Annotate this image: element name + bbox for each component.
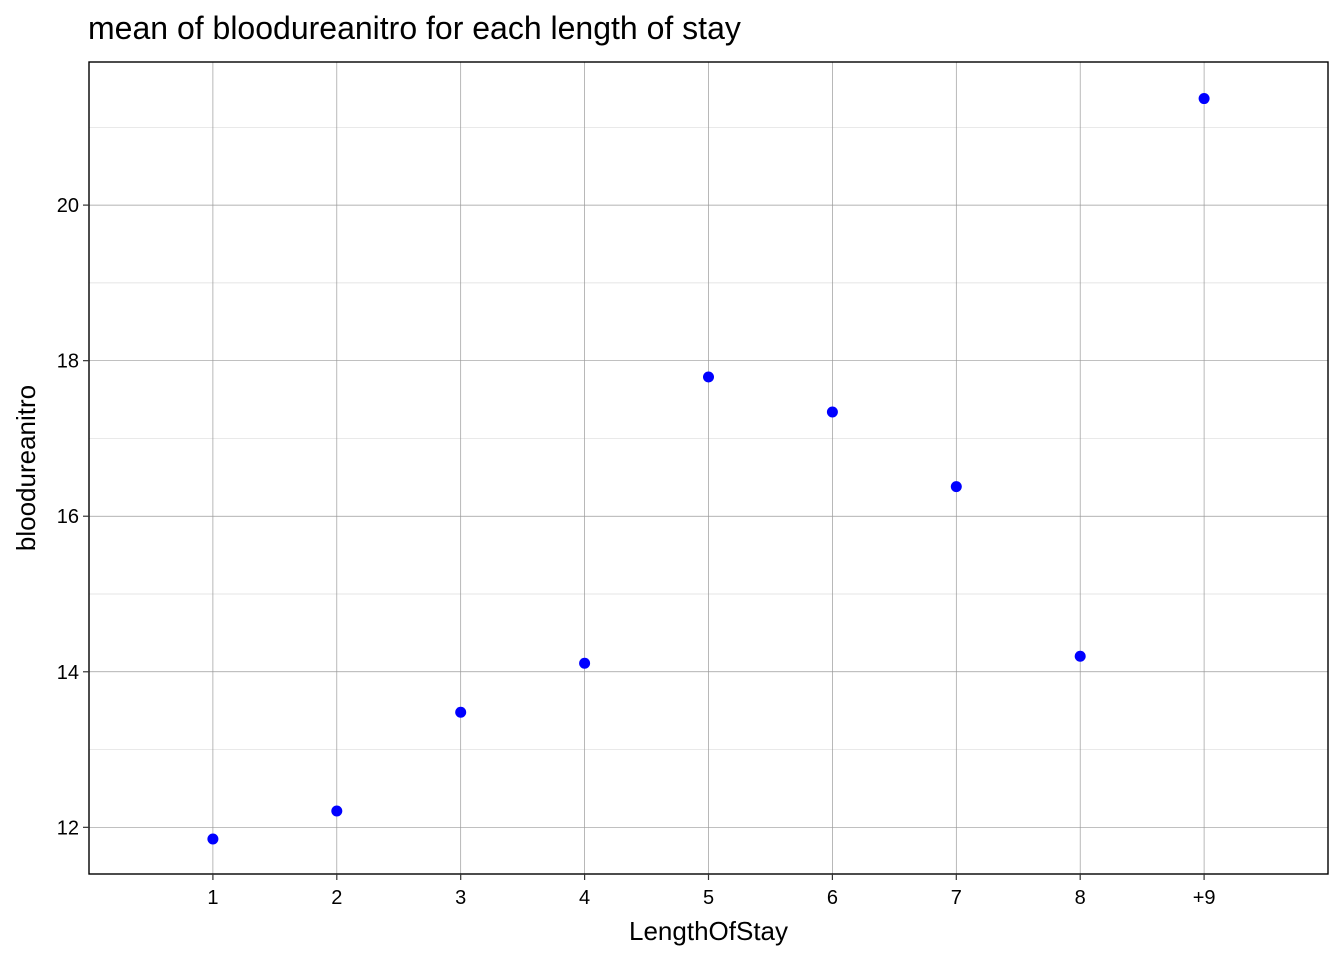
data-point (331, 805, 343, 817)
y-tick-label: 14 (57, 662, 79, 684)
x-tick-label: 3 (455, 887, 466, 909)
data-point (579, 657, 591, 669)
x-axis-label: LengthOfStay (629, 916, 788, 946)
data-point (950, 481, 962, 493)
x-tick-label: +9 (1193, 887, 1216, 909)
data-point (826, 406, 838, 418)
y-tick-label: 16 (57, 506, 79, 528)
x-tick-label: 8 (1075, 887, 1086, 909)
data-point (207, 833, 219, 845)
x-tick-label: 1 (207, 887, 218, 909)
chart-title: mean of bloodureanitro for each length o… (88, 10, 741, 46)
x-tick-label: 2 (331, 887, 342, 909)
data-point (1198, 93, 1210, 105)
x-tick-label: 6 (827, 887, 838, 909)
data-point (1074, 650, 1086, 662)
y-tick-label: 12 (57, 817, 79, 839)
y-tick-label: 18 (57, 351, 79, 373)
x-tick-label: 7 (951, 887, 962, 909)
x-axis-ticks: 1 2 3 4 5 6 7 8 +9 (207, 874, 1216, 909)
data-point (703, 371, 714, 383)
data-point (455, 706, 467, 718)
data-points (207, 93, 1210, 845)
y-tick-label: 20 (57, 195, 79, 217)
major-gridlines (89, 62, 1328, 874)
x-tick-label: 4 (579, 887, 590, 909)
x-tick-label: 5 (703, 887, 714, 909)
y-axis-label: bloodureanitro (11, 385, 41, 551)
y-axis-ticks: 12 14 16 18 20 (57, 195, 89, 839)
